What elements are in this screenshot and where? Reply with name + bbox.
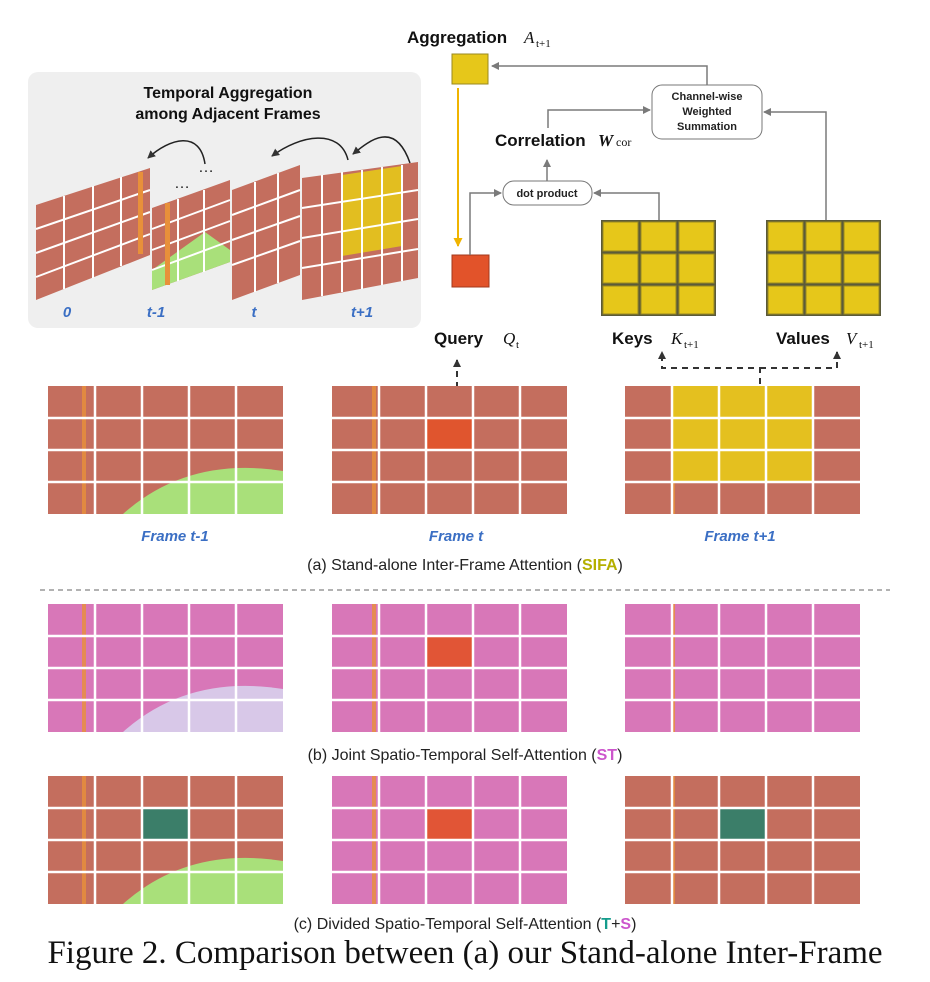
landing-mat bbox=[123, 685, 283, 732]
arrow-to-aggregation bbox=[491, 62, 708, 85]
highlighted-patch bbox=[766, 386, 813, 418]
temporal-label-t: t bbox=[252, 304, 258, 321]
row-c-title: (c) Divided Spatio-Temporal Self-Attenti… bbox=[294, 916, 637, 933]
query-symbol: Q bbox=[503, 329, 515, 348]
skewed-frame-t bbox=[231, 165, 301, 300]
frame-grid-c-t bbox=[332, 776, 567, 904]
values-symbol: V bbox=[846, 329, 859, 348]
dashed-arrow-values bbox=[760, 351, 841, 369]
correlation-label: Correlation bbox=[495, 131, 586, 150]
ellipsis-1: … bbox=[198, 159, 214, 176]
query-patch bbox=[451, 254, 490, 288]
highlighted-patch bbox=[766, 418, 813, 450]
frame-label-t-1: Frame t-1 bbox=[141, 528, 209, 545]
frame-label-t: Frame t bbox=[429, 528, 484, 545]
frame-grid-a-t bbox=[332, 386, 567, 514]
arrow-keys-to-dot bbox=[593, 189, 660, 220]
landing-mat bbox=[123, 857, 283, 904]
skewed-frame-t+1 bbox=[301, 162, 419, 300]
query-subscript: t bbox=[516, 339, 519, 351]
correlation-subscript: cor bbox=[616, 135, 631, 149]
temporal-label-0: 0 bbox=[63, 304, 72, 321]
highlighted-patch bbox=[426, 636, 473, 668]
landing-mat bbox=[123, 467, 283, 514]
correlation-symbol: W bbox=[598, 131, 615, 150]
weighted-line-2: Weighted bbox=[682, 106, 731, 118]
temporal-panel-title-1: Temporal Aggregation bbox=[144, 85, 313, 102]
frame-grid-b-t+1 bbox=[625, 604, 860, 732]
temporal-aggregation-panel: Temporal Aggregation among Adjacent Fram… bbox=[28, 72, 421, 328]
figure-caption: Figure 2. Comparison between (a) our Sta… bbox=[47, 935, 883, 971]
temporal-label-t+1: t+1 bbox=[351, 304, 373, 321]
row-a-title: (a) Stand-alone Inter-Frame Attention (S… bbox=[307, 557, 623, 574]
highlighted-patch bbox=[719, 808, 766, 840]
curved-arrow-1 bbox=[352, 136, 411, 164]
aggregation-subscript: t+1 bbox=[536, 38, 551, 50]
highlighted-patch bbox=[672, 418, 719, 450]
curved-arrow-2 bbox=[271, 137, 349, 161]
aggregation-output-patch bbox=[451, 53, 489, 85]
highlighted-patch bbox=[719, 386, 766, 418]
frame-grid-b-t-1 bbox=[48, 604, 283, 732]
temporal-label-t-1: t-1 bbox=[147, 304, 165, 321]
frame-label-t+1: Frame t+1 bbox=[704, 528, 775, 545]
sifa-diagram: Aggregation A t+1 Channel-wise Weighted … bbox=[407, 28, 881, 410]
highlighted-patch bbox=[426, 418, 473, 450]
frame-grid-c-t-1 bbox=[48, 776, 283, 904]
highlighted-patch bbox=[766, 450, 813, 482]
dashed-arrow-keys bbox=[658, 351, 761, 384]
query-label: Query bbox=[434, 329, 484, 348]
ellipsis-2: … bbox=[174, 175, 190, 192]
highlighted-patch bbox=[672, 450, 719, 482]
frame-grid-a-t+1 bbox=[625, 386, 860, 514]
weighted-line-1: Channel-wise bbox=[672, 91, 743, 103]
frame-grid-b-t bbox=[332, 604, 567, 732]
keys-label: Keys bbox=[612, 329, 653, 348]
figure-canvas: Temporal Aggregation among Adjacent Fram… bbox=[28, 28, 890, 933]
aggregation-symbol: A bbox=[523, 28, 535, 47]
highlighted-patch bbox=[719, 418, 766, 450]
curved-arrow-3 bbox=[147, 140, 206, 165]
highlighted-patch bbox=[142, 808, 189, 840]
weighted-line-3: Summation bbox=[677, 121, 737, 133]
values-grid bbox=[766, 220, 881, 316]
skewed-frame-0 bbox=[35, 168, 151, 300]
frame-grid-c-t+1 bbox=[625, 776, 860, 904]
row-b-title: (b) Joint Spatio-Temporal Self-Attention… bbox=[308, 747, 623, 764]
keys-symbol: K bbox=[670, 329, 684, 348]
keys-subscript: t+1 bbox=[684, 339, 699, 351]
dot-product-label: dot product bbox=[516, 188, 577, 200]
frame-grid-a-t-1 bbox=[48, 386, 283, 514]
arrow-query-to-dot bbox=[469, 189, 502, 255]
highlighted-patch bbox=[672, 386, 719, 418]
highlighted-patch bbox=[426, 808, 473, 840]
arrow-values-to-weighted bbox=[763, 108, 827, 220]
values-subscript: t+1 bbox=[859, 339, 874, 351]
frame-grids bbox=[48, 386, 860, 904]
arrow-to-weighted bbox=[547, 106, 651, 128]
keys-grid bbox=[601, 220, 716, 316]
values-label: Values bbox=[776, 329, 830, 348]
skewed-frame-t-1 bbox=[151, 180, 231, 290]
highlighted-patch bbox=[719, 450, 766, 482]
temporal-panel-title-2: among Adjacent Frames bbox=[135, 106, 320, 123]
aggregation-label: Aggregation bbox=[407, 28, 507, 47]
